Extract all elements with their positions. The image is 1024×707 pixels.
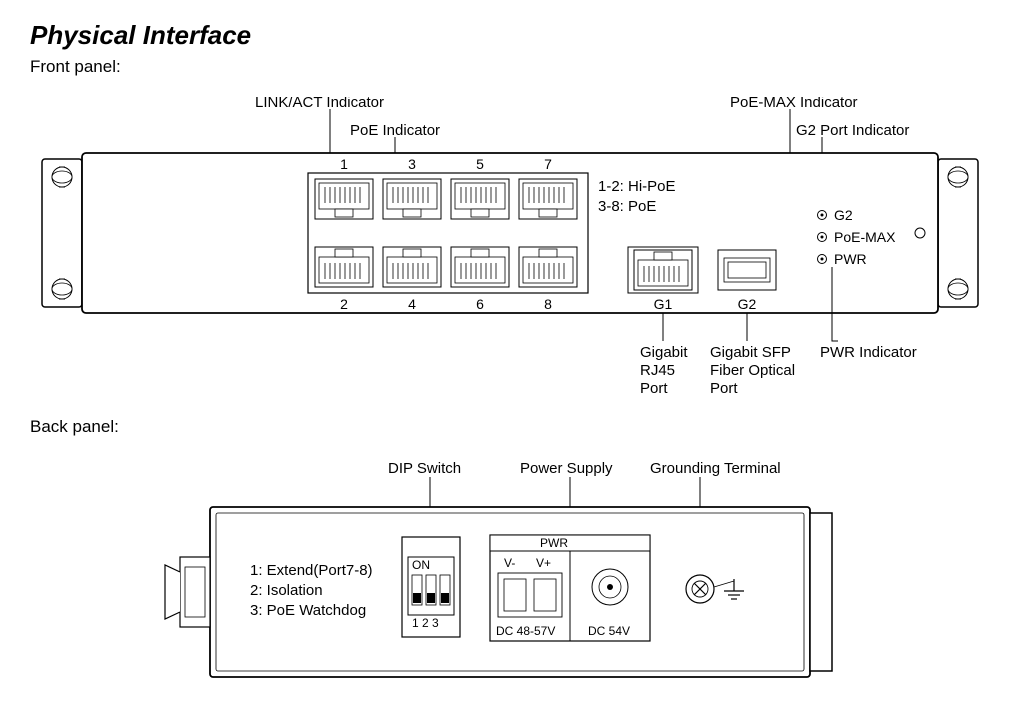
rj45-port-4: [383, 247, 441, 287]
led-label-pwr: PWR: [834, 251, 867, 267]
rj45-port-5: [451, 179, 509, 219]
front-panel-diagram: LINK/ACT Indicator PoE Indicator PoE-MAX…: [30, 97, 994, 407]
port-num-4: 4: [408, 296, 416, 312]
dc-54-label: DC 54V: [588, 624, 630, 638]
callout-grounding: Grounding Terminal: [650, 460, 781, 477]
callout-poe-indicator: PoE Indicator: [350, 122, 440, 139]
g2-sfp-port: [718, 250, 776, 290]
port-num-8: 8: [544, 296, 552, 312]
callout-link-act: LINK/ACT Indicator: [255, 97, 384, 111]
back-panel-label: Back panel:: [30, 417, 994, 437]
g1-desc-3: Port: [640, 380, 668, 397]
led-label-poe-max: PoE-MAX: [834, 229, 896, 245]
callout-dip: DIP Switch: [388, 460, 461, 477]
back-panel-diagram: DIP Switch Power Supply Grounding Termin…: [30, 457, 994, 687]
dip-numbers: 1 2 3: [412, 616, 439, 630]
rj45-port-1: [315, 179, 373, 219]
dip-note-2: 2: Isolation: [250, 582, 323, 599]
g2-desc-3: Port: [710, 380, 738, 397]
pwr-indicator-label: PWR Indicator: [820, 344, 917, 361]
led-label-g2: G2: [834, 207, 853, 223]
front-panel-label: Front panel:: [30, 57, 994, 77]
power-supply-block: PWR V- V+ DC 48-57V DC 54V: [490, 535, 650, 641]
dip-on-label: ON: [412, 558, 430, 572]
g1-desc-1: Gigabit: [640, 344, 688, 361]
callout-poe-max: PoE-MAX Indicator: [730, 97, 858, 111]
rj45-port-7: [519, 179, 577, 219]
led-g2: [818, 211, 827, 220]
port-num-5: 5: [476, 156, 484, 172]
g1-desc-2: RJ45: [640, 362, 675, 379]
callout-power-supply: Power Supply: [520, 460, 613, 477]
rj45-port-6: [451, 247, 509, 287]
port-num-2: 2: [340, 296, 348, 312]
poe-note-line2: 3-8: PoE: [598, 198, 656, 215]
port-num-6: 6: [476, 296, 484, 312]
pwr-header: PWR: [540, 536, 568, 550]
led-pwr: [818, 255, 827, 264]
poe-note-line1: 1-2: Hi-PoE: [598, 178, 676, 195]
g1-rj45-port: [634, 250, 692, 290]
rj45-port-8: [519, 247, 577, 287]
v-plus-label: V+: [536, 556, 551, 570]
rj45-port-2: [315, 247, 373, 287]
g2-desc-2: Fiber Optical: [710, 362, 795, 379]
dip-note-3: 3: PoE Watchdog: [250, 602, 366, 619]
port-num-1: 1: [340, 156, 348, 172]
dip-note-1: 1: Extend(Port7-8): [250, 562, 373, 579]
port-num-3: 3: [408, 156, 416, 172]
g2-label: G2: [738, 296, 757, 312]
callout-g2-port: G2 Port Indicator: [796, 122, 909, 139]
dc-4857-label: DC 48-57V: [496, 624, 555, 638]
port-num-7: 7: [544, 156, 552, 172]
g2-desc-1: Gigabit SFP: [710, 344, 791, 361]
g1-label: G1: [654, 296, 673, 312]
dip-switch: ON 1 2 3: [402, 537, 460, 637]
page-title: Physical Interface: [30, 20, 994, 51]
v-minus-label: V-: [504, 556, 515, 570]
rj45-port-3: [383, 179, 441, 219]
led-poe-max: [818, 233, 827, 242]
